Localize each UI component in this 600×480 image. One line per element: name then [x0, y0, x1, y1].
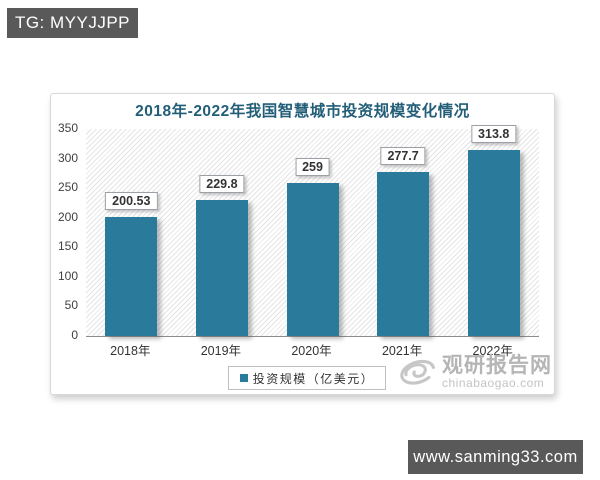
- chart-card: 2018年-2022年我国智慧城市投资规模变化情况 200.53 229.8 259…: [50, 93, 555, 395]
- header-tag-label: TG: MYYJJPP: [14, 13, 131, 32]
- y-tick-label: 200: [57, 209, 78, 224]
- y-axis: 0 50 100 150 200 250 300 350: [40, 121, 78, 342]
- bar-value-label: 229.8: [199, 175, 245, 194]
- bar-2018年: [105, 217, 158, 336]
- x-tick-label: 2019年: [200, 344, 242, 358]
- footer-site-label: www.sanming33.com: [413, 447, 578, 466]
- legend-label: 投资规模（亿美元）: [252, 371, 375, 386]
- y-tick-label: 0: [71, 328, 78, 342]
- bar-2019年: [195, 200, 248, 336]
- bar-2020年: [286, 182, 339, 336]
- chart-title: 2018年-2022年我国智慧城市投资规模变化情况: [135, 103, 470, 120]
- y-tick-label: 350: [57, 121, 78, 135]
- bar-value-label: 200.53: [105, 192, 158, 211]
- footer-site-banner: www.sanming33.com: [408, 440, 583, 474]
- y-tick-label: 100: [57, 268, 78, 283]
- x-tick-label: 2022年: [472, 344, 513, 358]
- bar-2021年: [377, 171, 430, 336]
- legend-marker-icon: [239, 374, 248, 382]
- bar-value-label: 259: [295, 157, 330, 176]
- y-tick-label: 50: [64, 298, 78, 313]
- bar-2022年: [467, 150, 520, 336]
- bar-value-label: 313.8: [471, 125, 517, 144]
- y-tick-label: 300: [57, 150, 78, 165]
- header-tag-banner: TG: MYYJJPP: [7, 8, 138, 38]
- y-tick-label: 150: [57, 239, 78, 254]
- x-tick-label: 2018年: [110, 344, 151, 358]
- x-axis: 2018年 2019年 2020年 2021年 2022年: [85, 340, 538, 358]
- y-tick-label: 250: [57, 180, 78, 195]
- x-tick-label: 2020年: [291, 344, 332, 358]
- x-tick-label: 2021年: [381, 344, 423, 358]
- plot-area: 200.53 229.8 259 277.7 313.8: [86, 125, 539, 337]
- bar-value-label: 277.7: [380, 146, 426, 165]
- legend: 投资规模（亿美元）: [228, 366, 386, 390]
